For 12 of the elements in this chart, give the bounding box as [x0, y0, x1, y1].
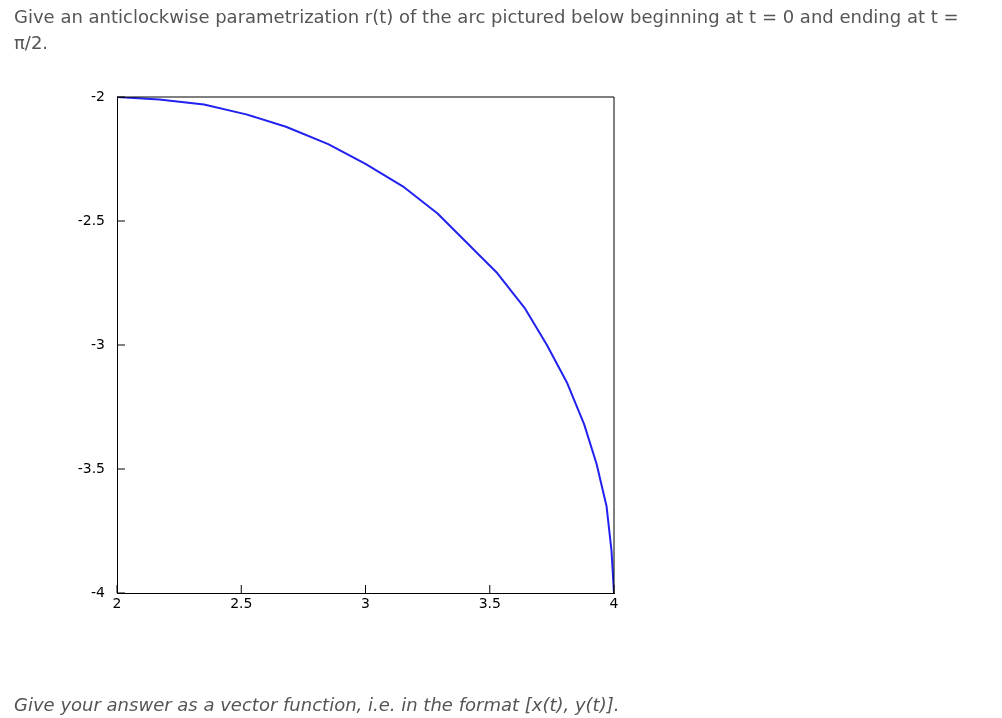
- x-tick-label: 2: [112, 595, 122, 612]
- y-tick-label: -3.5: [77, 459, 105, 476]
- y-tick-label: -2.5: [77, 211, 105, 228]
- x-tick-label: 3: [361, 595, 370, 612]
- text: Give your answer as a vector function, i.e. in the format [x(t), y(t)].: [14, 694, 620, 715]
- y-tick-label: -4: [91, 583, 106, 600]
- y-tick-label: -3: [91, 335, 105, 352]
- chart-title: Give an anticlockwise parametrization r(t) of the arc pictured below beginning at t = 0 and ending at t = π/2.: [14, 5, 960, 55]
- x-tick-label: 2.5: [230, 595, 253, 612]
- x-tick-label: 3.5: [478, 595, 501, 612]
- x-tick-label: 4: [609, 595, 619, 612]
- y-tick-label: -2: [91, 87, 105, 104]
